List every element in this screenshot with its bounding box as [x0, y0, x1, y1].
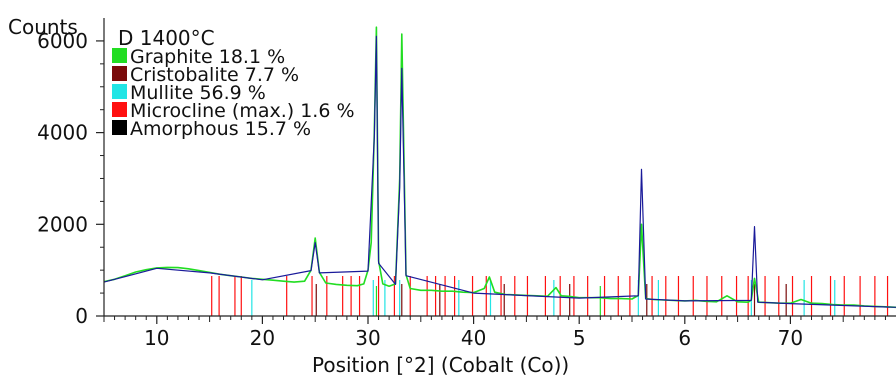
- x-tick-label: 70: [778, 326, 803, 350]
- chart-title: D 1400°C: [118, 26, 215, 50]
- y-tick-label: 0: [75, 304, 88, 328]
- legend-label-amorphous: Amorphous 15.7 %: [130, 118, 311, 140]
- legend-label-microcline: Microcline (max.) 1.6 %: [130, 100, 355, 122]
- diffraction-traces: [103, 26, 896, 309]
- x-tick-label: 6: [678, 326, 691, 350]
- y-axis-title: Counts: [8, 15, 78, 39]
- reference-peaks: [211, 276, 889, 316]
- legend-swatch-amorphous: [112, 120, 127, 135]
- legend-swatch-cristobalite: [112, 66, 127, 81]
- y-tick-label: 6000: [37, 29, 88, 53]
- ticks: 10 20 30 40 5 6 70 0 2000 4000 6000: [37, 29, 886, 350]
- legend-label-mullite: Mullite 56.9 %: [130, 82, 266, 104]
- y-tick-label: 2000: [37, 212, 88, 236]
- x-tick-label: 40: [461, 326, 486, 350]
- legend: Graphite 18.1 %Cristobalite 7.7 %Mullite…: [112, 46, 355, 140]
- legend-swatch-graphite: [112, 48, 127, 63]
- y-tick-label: 4000: [37, 121, 88, 145]
- series-line-calculated: [103, 35, 896, 308]
- legend-label-cristobalite: Cristobalite 7.7 %: [130, 64, 299, 86]
- legend-swatch-mullite: [112, 84, 127, 99]
- x-tick-label: 10: [144, 326, 169, 350]
- legend-swatch-microcline: [112, 102, 127, 117]
- legend-label-graphite: Graphite 18.1 %: [130, 46, 285, 68]
- axes: [103, 18, 896, 317]
- x-axis-title: Position [°2] (Cobalt (Co)): [312, 353, 569, 377]
- x-tick-label: 20: [250, 326, 275, 350]
- x-tick-label: 5: [573, 326, 586, 350]
- x-tick-label: 30: [355, 326, 380, 350]
